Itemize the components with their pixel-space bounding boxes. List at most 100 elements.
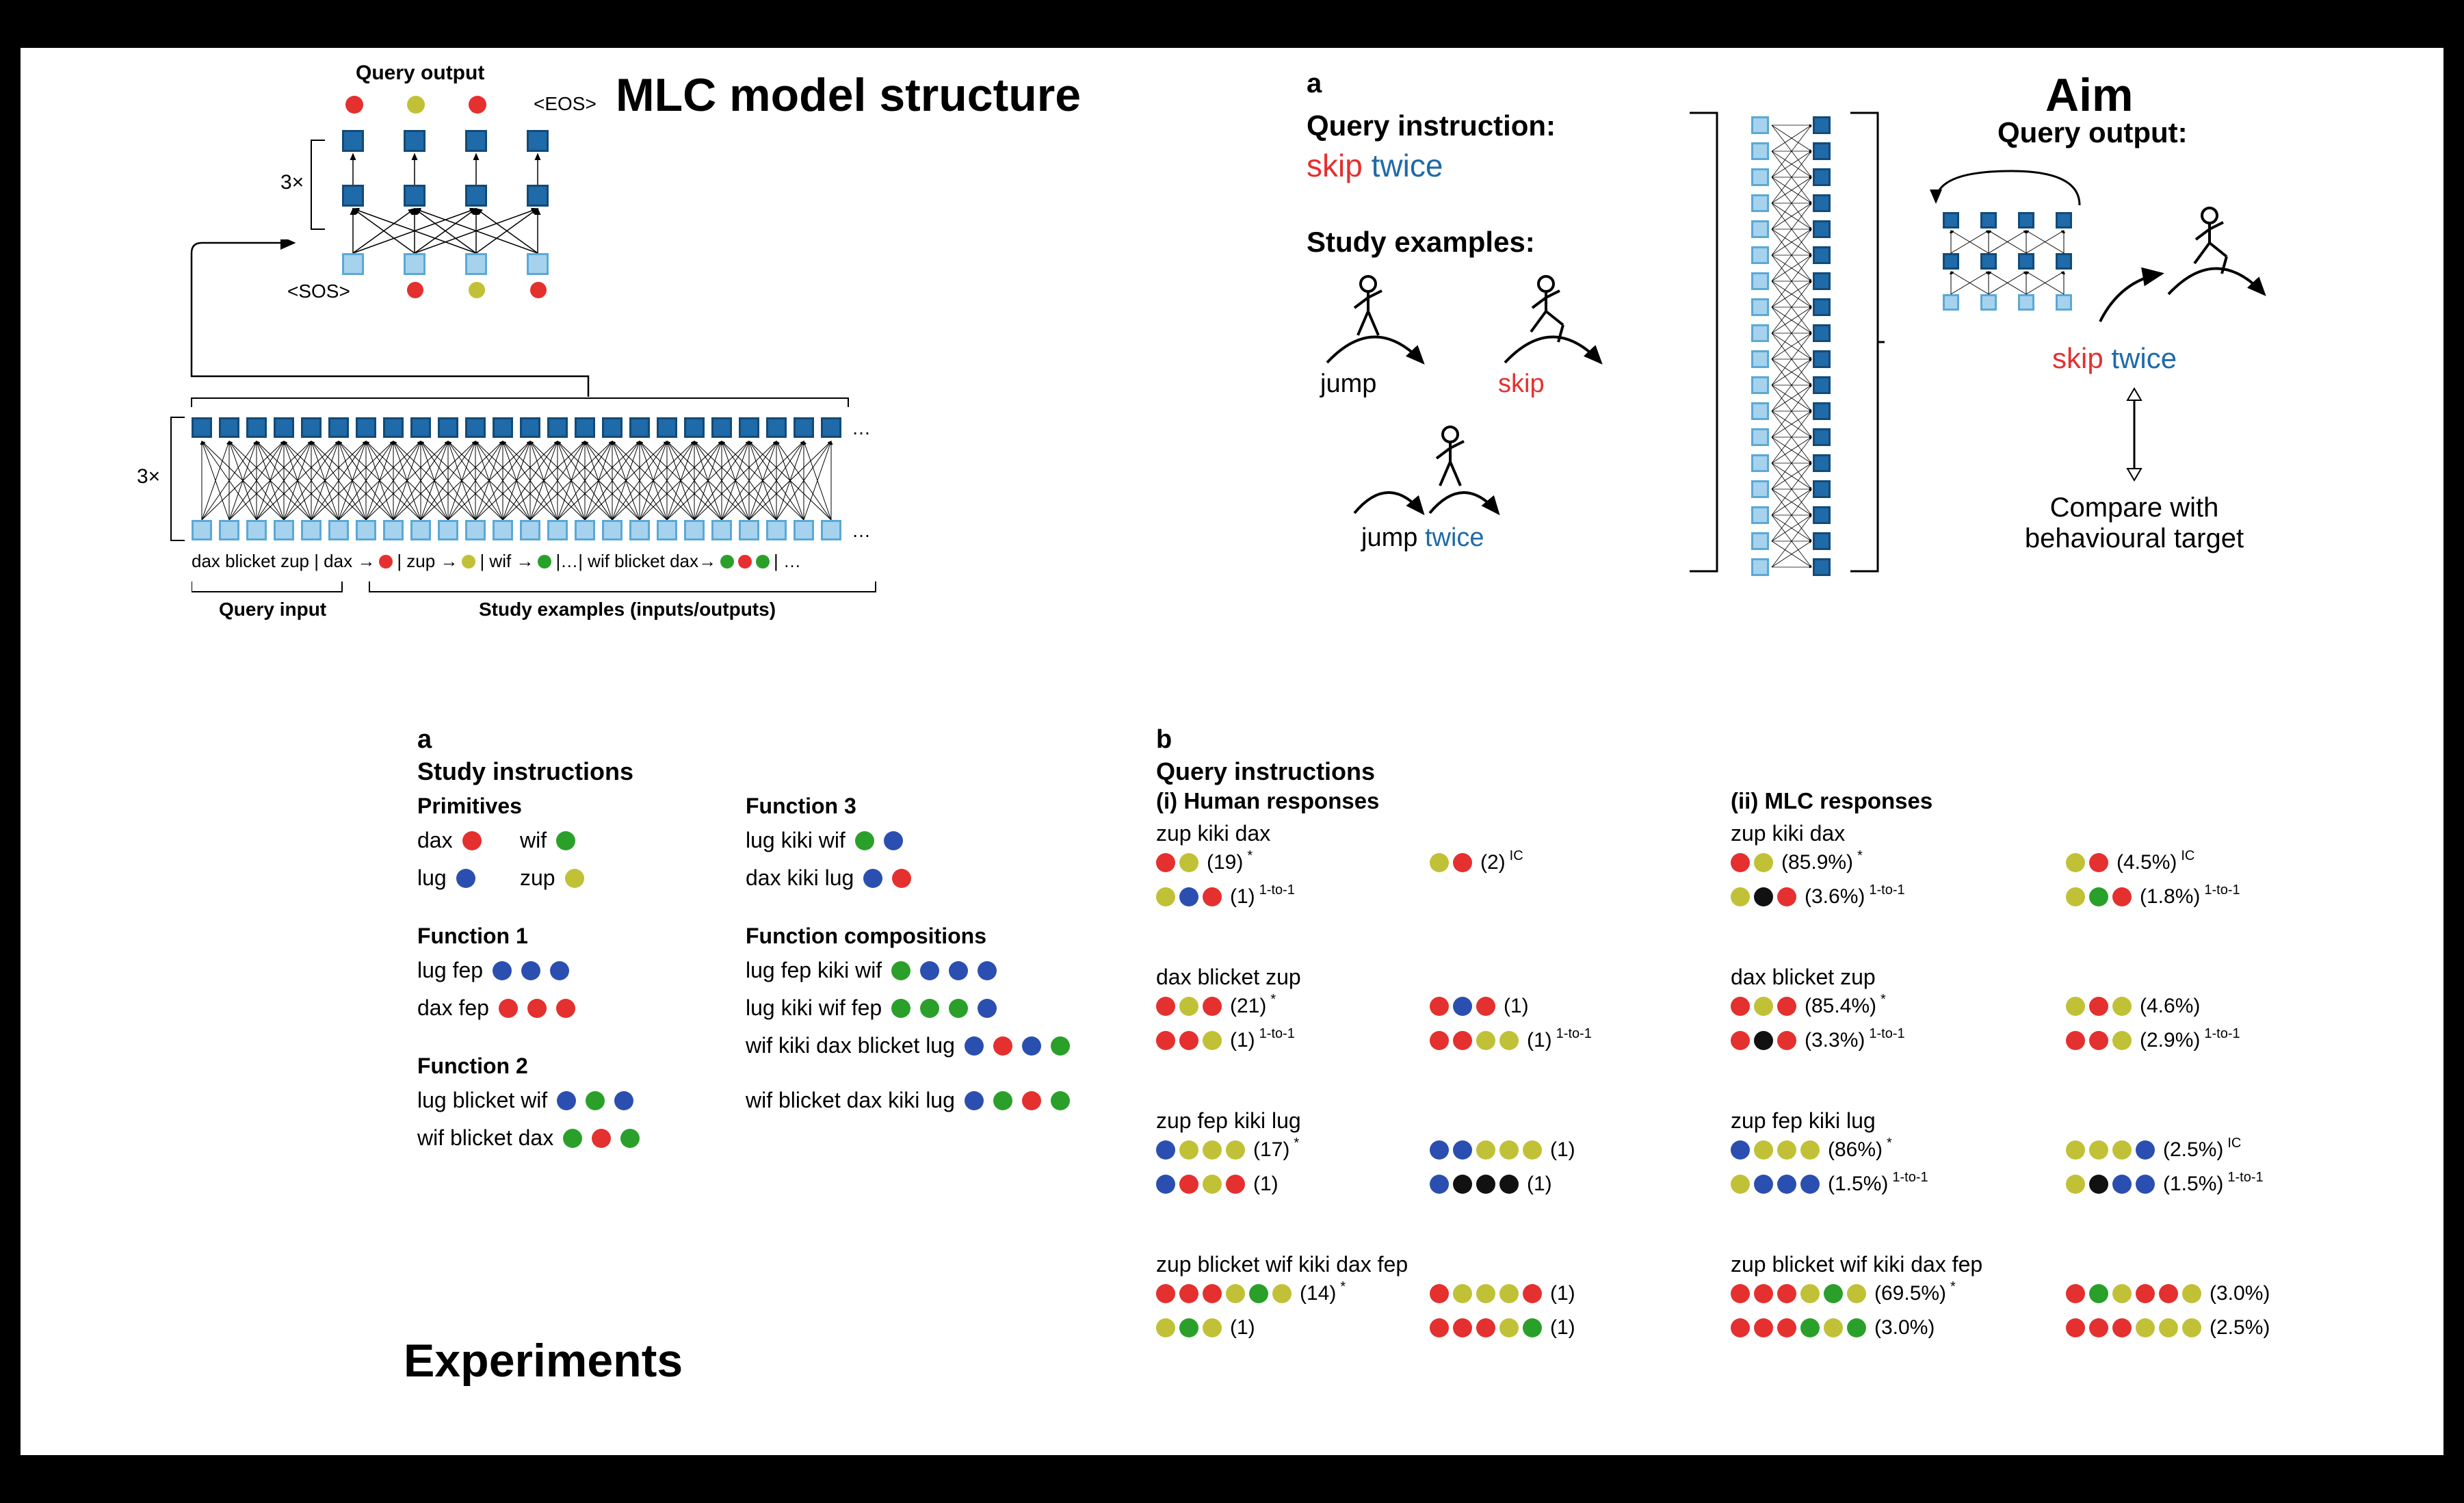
study-item: lug fep [417, 958, 569, 983]
study-item-label: wif blicket dax [417, 1125, 553, 1151]
human-grid: (14)*(1)(1)(1) [1156, 1282, 1690, 1339]
color-dot [1754, 1284, 1773, 1303]
color-dot [1453, 1175, 1472, 1194]
color-dot [1731, 1318, 1750, 1337]
color-dot [2136, 1175, 2155, 1194]
color-dot [2089, 887, 2108, 906]
query-prompt: zup kiki dax [1156, 821, 1270, 846]
response-count: (1) [1550, 1316, 1575, 1339]
color-dot [2089, 1318, 2108, 1337]
query-prompt: zup blicket wif kiki dax fep [1156, 1252, 1408, 1277]
query-prompt: dax blicket zup [1156, 965, 1301, 990]
square [547, 520, 568, 540]
color-dot [1476, 997, 1495, 1016]
response-sup: IC [1510, 848, 1523, 864]
square [794, 417, 814, 438]
square [192, 520, 212, 540]
response: (1) [1430, 995, 1690, 1018]
response: (4.5%)IC [2066, 851, 2360, 874]
color-dot [2089, 1031, 2108, 1050]
color-dot [1453, 1140, 1472, 1160]
response: (2.5%)IC [2066, 1138, 2360, 1162]
square [274, 417, 294, 438]
study-item: lug [417, 865, 475, 891]
study-header: Primitives [417, 794, 522, 819]
response: (1) [1430, 1138, 1690, 1162]
ellipsis: … [852, 417, 871, 439]
color-dot [1203, 887, 1222, 906]
color-dot [855, 831, 874, 850]
response-count: (3.3%) [1805, 1029, 1865, 1052]
response-sup: IC [2227, 1136, 2241, 1151]
response-sup: IC [2181, 848, 2194, 864]
response: (1)1-to-1 [1430, 1029, 1690, 1052]
color-dot [720, 555, 734, 568]
color-dot [1179, 1318, 1198, 1337]
color-dot [1754, 887, 1773, 906]
response-sup: 1-to-1 [1259, 883, 1295, 898]
encoder: …… [109, 397, 1067, 575]
color-dot [1476, 1284, 1495, 1303]
compare-label: Compare with behavioural target [2011, 493, 2257, 554]
square [246, 417, 267, 438]
study-item-label: lug kiki wif fep [746, 995, 882, 1021]
square [465, 130, 487, 152]
color-dot [1156, 853, 1175, 872]
color-dot [1800, 1175, 1820, 1194]
study-item-label: wif blicket dax kiki lug [746, 1088, 955, 1113]
color-dot [2066, 1284, 2085, 1303]
response-sup: * [1857, 848, 1863, 864]
response-sup: 1-to-1 [1259, 1026, 1295, 1042]
response-count: (1) [1527, 1029, 1552, 1052]
color-dot [884, 831, 903, 850]
study-examples-label: Study examples (inputs/outputs) [479, 599, 776, 620]
color-dot [550, 961, 569, 980]
square [794, 520, 814, 540]
response: (1) [1156, 1316, 1416, 1339]
color-dot [738, 555, 752, 568]
study-item-label: lug [417, 865, 447, 891]
response-sup: 1-to-1 [1869, 883, 1904, 898]
response-count: (3.0%) [1874, 1316, 1935, 1339]
color-dot [538, 555, 551, 568]
color-dot [1203, 1284, 1222, 1303]
color-dot [1754, 1175, 1773, 1194]
qo-label: Query output: [1997, 116, 2188, 149]
square [465, 185, 487, 207]
se-label: Study examples: [1307, 226, 1535, 259]
square [575, 417, 595, 438]
color-dot [1179, 887, 1198, 906]
square [520, 520, 540, 540]
color-dot [2159, 1284, 2178, 1303]
square [527, 130, 549, 152]
color-dot [949, 999, 968, 1018]
square [493, 417, 513, 438]
square [192, 417, 212, 438]
color-dot [2136, 1284, 2155, 1303]
study-item-label: lug kiki wif [746, 828, 846, 853]
study-item: dax fep [417, 995, 575, 1021]
color-dot [1203, 1318, 1222, 1337]
mlc-grid: (86%)*(2.5%)IC(1.5%)1-to-1(1.5%)1-to-1 [1731, 1138, 2360, 1196]
response-sup: 1-to-1 [1892, 1170, 1928, 1186]
square [629, 417, 650, 438]
response: (3.0%) [1731, 1316, 2052, 1339]
study-header: Function 3 [746, 794, 856, 819]
color-dot [891, 999, 910, 1018]
square [342, 185, 364, 207]
color-dot [2066, 997, 2085, 1016]
color-dot [620, 1129, 640, 1148]
query-prompt: zup fep kiki lug [1731, 1108, 1876, 1134]
human-grid: (19)*(2)IC(1)1-to-1 [1156, 851, 1690, 909]
color-dot [920, 999, 939, 1018]
color-dot [557, 1091, 576, 1110]
mlc-responses-header: (ii) MLC responses [1731, 788, 1932, 814]
color-dot [1430, 1031, 1449, 1050]
color-dot [1453, 1031, 1472, 1050]
response: (1) [1430, 1173, 1690, 1196]
color-dot [1754, 1031, 1773, 1050]
square [527, 185, 549, 207]
response: (86%)* [1731, 1138, 2052, 1162]
square [301, 417, 322, 438]
color-dot [1847, 1318, 1866, 1337]
